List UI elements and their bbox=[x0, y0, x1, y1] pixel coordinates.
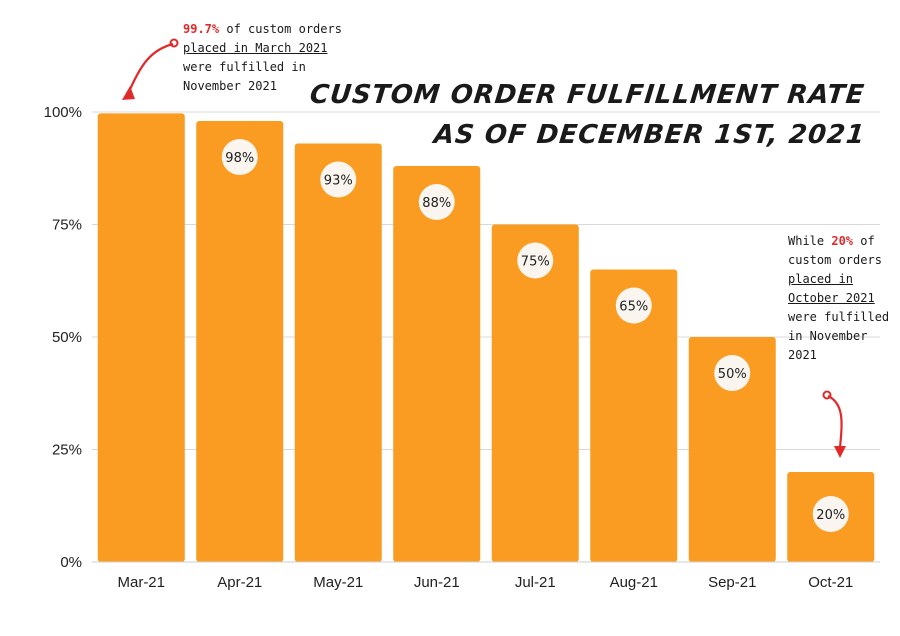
data-label-bubble bbox=[517, 242, 554, 279]
bar bbox=[196, 121, 284, 562]
x-tick-label: May-21 bbox=[313, 574, 363, 591]
arrow-head-right bbox=[834, 446, 846, 458]
annotation-line: placed in March 2021 bbox=[183, 39, 342, 58]
y-tick-label: 25% bbox=[52, 442, 82, 459]
annotation-arrow-right bbox=[827, 395, 843, 449]
annotation-text: October 2021 bbox=[788, 291, 875, 305]
data-label: 88% bbox=[422, 196, 451, 211]
bar bbox=[294, 143, 382, 562]
annotation-text: placed in bbox=[788, 272, 854, 286]
annotation-oct-21: While 20% of custom orders placed in Octobe… bbox=[788, 232, 889, 365]
bar bbox=[97, 113, 185, 562]
annotation-line: in November bbox=[788, 327, 889, 346]
bar bbox=[393, 166, 481, 562]
data-label: 20% bbox=[816, 508, 845, 523]
y-tick-label: 50% bbox=[52, 329, 82, 346]
x-tick-label: Sep-21 bbox=[708, 574, 756, 591]
annotation-text: 2021 bbox=[788, 348, 817, 362]
data-label-bubble bbox=[418, 184, 455, 220]
annotation-text: of custom orders bbox=[219, 22, 342, 36]
x-tick-label: Jul-21 bbox=[515, 574, 556, 591]
data-label: 93% bbox=[324, 174, 353, 189]
y-tick-label: 75% bbox=[52, 217, 82, 234]
annotation-arrow-left bbox=[126, 42, 174, 95]
chart-title: CUSTOM ORDER FULFILLMENT RATE bbox=[308, 80, 867, 110]
annotation-text: While bbox=[788, 234, 832, 248]
bar bbox=[590, 269, 678, 562]
arrow-tail-left bbox=[169, 38, 179, 48]
data-label: 98% bbox=[225, 151, 254, 166]
annotation-text: were fulfilled bbox=[788, 310, 890, 324]
annotation-text: of bbox=[853, 234, 875, 248]
annotation-line: custom orders bbox=[788, 251, 889, 270]
chart-subtitle: AS OF DECEMBER 1ST, 2021 bbox=[432, 120, 867, 150]
annotation-line: were fulfilled in bbox=[183, 58, 342, 77]
x-tick-label: Mar-21 bbox=[117, 574, 165, 591]
bar bbox=[688, 337, 776, 562]
arrow-head-left bbox=[122, 86, 135, 100]
annotation-line: October 2021 bbox=[788, 289, 889, 308]
annotation-text: 20% bbox=[831, 234, 854, 248]
bar bbox=[491, 224, 579, 562]
arrow-tail-right bbox=[822, 390, 832, 400]
data-label-bubble bbox=[615, 287, 652, 324]
data-label-bubble bbox=[812, 496, 849, 532]
data-label: 50% bbox=[718, 367, 747, 382]
annotation-mar-21: 99.7% of custom orders placed in March 20… bbox=[183, 20, 342, 96]
y-tick-label: 0% bbox=[60, 554, 82, 571]
annotation-line: placed in bbox=[788, 270, 889, 289]
annotation-text: November 2021 bbox=[183, 79, 277, 93]
y-tick-label: 100% bbox=[44, 104, 82, 121]
annotation-line: 2021 bbox=[788, 346, 889, 365]
data-label-bubble bbox=[320, 161, 357, 198]
annotation-line: November 2021 bbox=[183, 77, 342, 96]
annotation-text: were fulfilled in bbox=[183, 60, 306, 74]
data-label-bubble bbox=[714, 355, 751, 391]
annotation-line: were fulfilled bbox=[788, 308, 889, 327]
x-tick-label: Apr-21 bbox=[217, 574, 262, 591]
data-label: 65% bbox=[619, 300, 648, 315]
annotation-text: custom orders bbox=[788, 253, 882, 267]
annotation-text: placed in March 2021 bbox=[183, 41, 328, 55]
x-tick-label: Oct-21 bbox=[808, 574, 853, 591]
x-tick-label: Aug-21 bbox=[610, 574, 658, 591]
x-tick-label: Jun-21 bbox=[414, 574, 460, 591]
annotation-line: 99.7% of custom orders bbox=[183, 20, 342, 39]
data-label: 75% bbox=[521, 255, 550, 270]
annotation-text: in November bbox=[788, 329, 868, 343]
data-label-bubble bbox=[221, 139, 258, 175]
annotation-text: 99.7% bbox=[183, 22, 220, 36]
annotation-line: While 20% of bbox=[788, 232, 889, 251]
